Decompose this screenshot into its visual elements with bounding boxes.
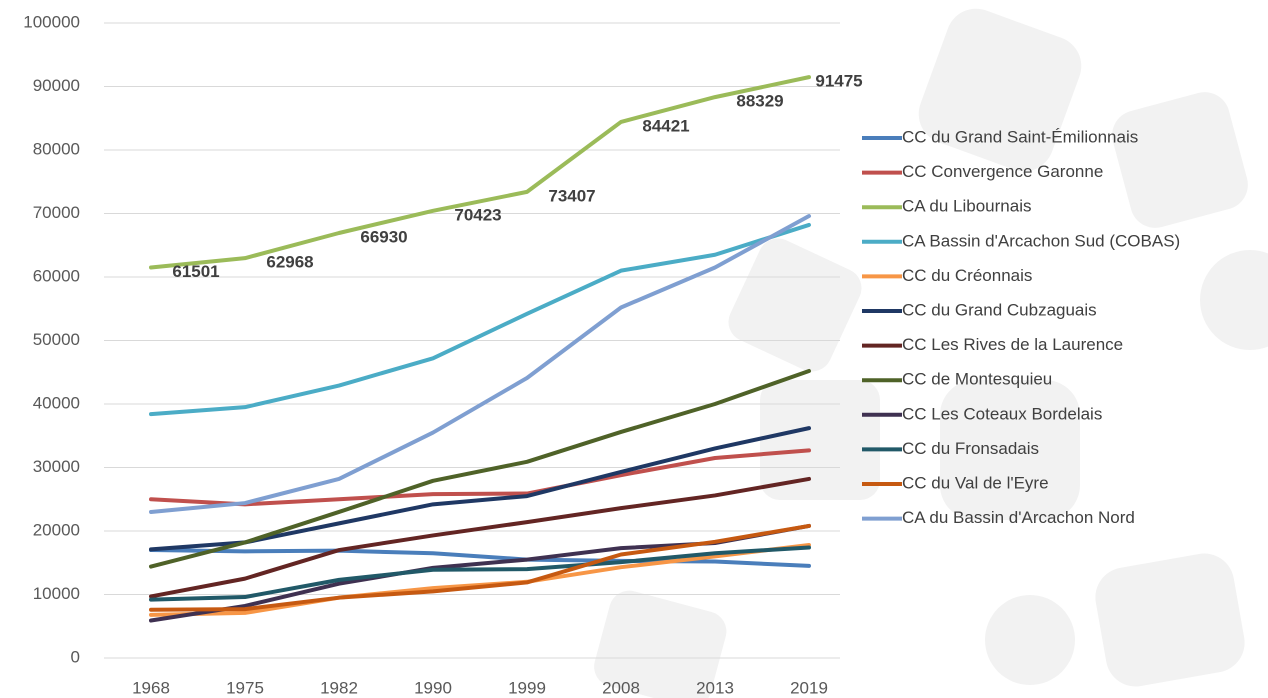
series-line <box>149 222 811 417</box>
data-label: 61501 <box>172 262 219 281</box>
series-line <box>149 523 811 612</box>
series-line <box>149 476 811 599</box>
data-label: 70423 <box>454 205 501 224</box>
legend-label: CA Bassin d'Arcachon Sud (COBAS) <box>902 231 1180 250</box>
background-decoration <box>594 8 1268 698</box>
x-tick-label: 2013 <box>696 678 734 697</box>
legend-label: CC du Grand Cubzaguais <box>902 300 1097 319</box>
y-tick-label: 60000 <box>33 266 80 285</box>
y-tick-label: 40000 <box>33 393 80 412</box>
data-label: 73407 <box>548 186 595 205</box>
y-tick-label: 80000 <box>33 139 80 158</box>
data-label: 91475 <box>815 72 862 91</box>
x-tick-label: 1982 <box>320 678 358 697</box>
series-line <box>149 75 811 270</box>
x-tick-label: 2019 <box>790 678 828 697</box>
data-label: 88329 <box>736 92 783 111</box>
y-tick-label: 20000 <box>33 520 80 539</box>
y-tick-label: 10000 <box>33 584 80 603</box>
x-tick-label: 1990 <box>414 678 452 697</box>
series-line <box>149 368 811 569</box>
x-tick-label: 2008 <box>602 678 640 697</box>
y-tick-label: 0 <box>71 647 80 666</box>
legend-label: CC du Créonnais <box>902 266 1032 285</box>
data-label: 62968 <box>266 253 313 272</box>
series-line <box>149 548 811 568</box>
x-tick-label: 1999 <box>508 678 546 697</box>
y-tick-label: 50000 <box>33 330 80 349</box>
legend-label: CA du Libournais <box>902 197 1031 216</box>
x-tick-label: 1968 <box>132 678 170 697</box>
data-label: 84421 <box>642 116 689 135</box>
legend-label: CC Convergence Garonne <box>902 162 1103 181</box>
y-tick-label: 70000 <box>33 203 80 222</box>
legend-label: CC Les Coteaux Bordelais <box>902 404 1102 423</box>
series-line <box>149 214 811 514</box>
legend-label: CC du Grand Saint-Émilionnais <box>902 127 1138 146</box>
legend-label: CC Les Rives de la Laurence <box>902 335 1123 354</box>
legend-label: CC de Montesquieu <box>902 370 1052 389</box>
legend-label: CC du Val de l'Eyre <box>902 473 1049 492</box>
series-line <box>149 448 811 507</box>
y-tick-label: 100000 <box>23 12 80 31</box>
series-line <box>149 545 811 602</box>
data-label: 66930 <box>360 227 407 246</box>
x-tick-label: 1975 <box>226 678 264 697</box>
y-tick-label: 30000 <box>33 457 80 476</box>
y-tick-label: 90000 <box>33 76 80 95</box>
legend-label: CC du Fronsadais <box>902 439 1039 458</box>
legend-label: CA du Bassin d'Arcachon Nord <box>902 508 1135 527</box>
